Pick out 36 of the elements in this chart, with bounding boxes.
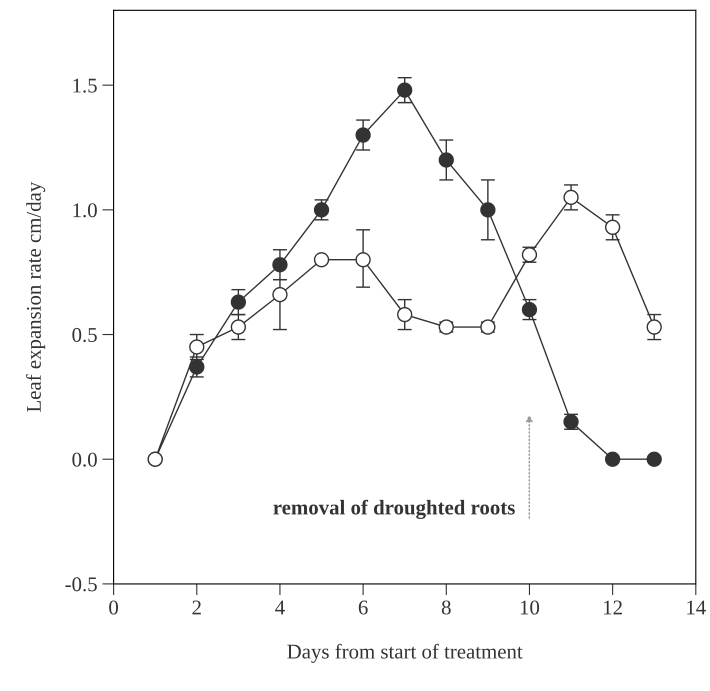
y-axis-title: Leaf expansion rate cm/day [26, 182, 46, 412]
x-tick-label: 8 [442, 600, 451, 615]
y-tick-label: 1.5 [73, 78, 97, 93]
point [230, 319, 246, 335]
point [189, 359, 204, 375]
point [604, 220, 620, 235]
point [646, 319, 662, 335]
point [563, 190, 579, 206]
x-tick-label: 2 [192, 600, 201, 614]
point [397, 306, 412, 322]
point [438, 152, 454, 168]
point [272, 257, 288, 272]
x-tick-label: 0 [109, 600, 118, 615]
x-tick-label: 10 [520, 600, 540, 615]
x-axis-title: Days from start of treatment [287, 644, 523, 663]
point [189, 339, 204, 355]
y-tick-label: 0.5 [72, 328, 97, 342]
point [646, 452, 662, 467]
point [397, 82, 412, 98]
point [272, 286, 288, 302]
point [314, 202, 330, 218]
y-tick-label: 0.0 [72, 452, 97, 467]
point [355, 252, 371, 268]
x-tick-label: 6 [358, 600, 368, 615]
point [604, 452, 620, 467]
x-tick-label: 4 [275, 600, 285, 614]
x-tick-label: 14 [687, 600, 706, 614]
point [355, 127, 371, 143]
point [480, 202, 496, 218]
point [522, 302, 538, 318]
y-tick-label: -0.5 [65, 577, 97, 592]
x-tick-label: 12 [604, 600, 622, 614]
point [230, 294, 246, 310]
annotation: removal of droughted roots [273, 500, 515, 519]
point [314, 252, 330, 268]
y-tick-label: 1.0 [73, 203, 97, 218]
